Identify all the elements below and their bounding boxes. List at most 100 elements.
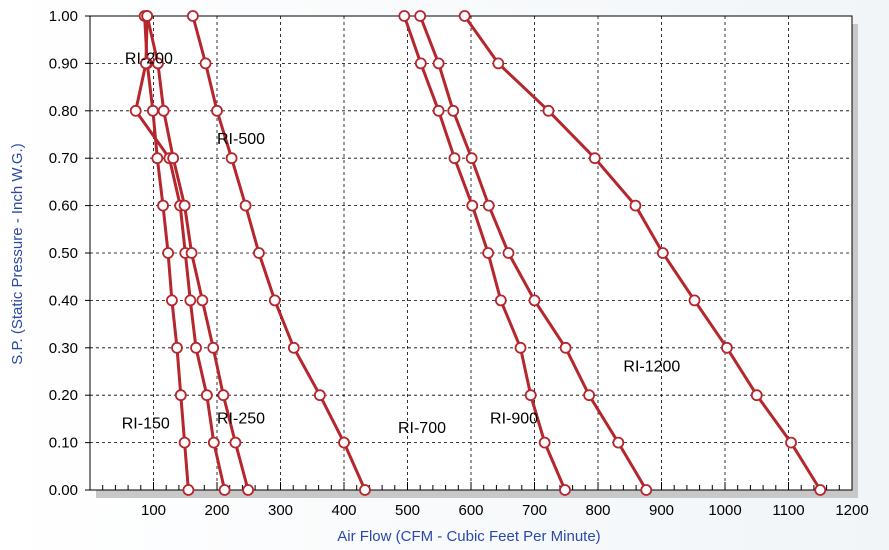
- data-point-ri-150: [146, 104, 159, 117]
- y-tick-label: 1.00: [49, 8, 78, 25]
- data-point-ri-700: [494, 294, 507, 307]
- series-label-ri-1200: RI-1200: [623, 359, 680, 376]
- data-point-ri-1200: [785, 436, 797, 449]
- data-point-ri-200: [139, 57, 152, 70]
- annotation-layer: RI-200 RI-500 RI-150 RI-250 RI-700 RI-900 RI-1…: [122, 50, 681, 437]
- data-point-ri-1200: [750, 389, 763, 402]
- x-tick-label: 700: [522, 502, 547, 519]
- y-tick-label: 0.00: [49, 482, 78, 499]
- data-point-ri-900: [447, 104, 460, 117]
- data-point-ri-1200: [656, 247, 669, 259]
- data-point-ri-700: [514, 341, 527, 354]
- plot-frame: [89, 15, 858, 498]
- series-label-ri-250: RI-250: [217, 411, 265, 428]
- data-point-ri-700: [466, 199, 479, 212]
- x-tick-label: 1100: [772, 502, 804, 519]
- data-point-ri-500: [253, 247, 265, 259]
- x-tick-label: 500: [395, 502, 420, 519]
- data-point-ri-150: [151, 152, 164, 165]
- data-point-ri-250: [185, 247, 198, 259]
- data-point-ri-700: [432, 104, 445, 117]
- y-tick-labels: 0.00 0.10 0.20 0.30 0.40 0.50 0.60 0.70 0.80 0.90…: [49, 8, 78, 499]
- data-point-ri-900: [414, 10, 427, 22]
- data-point-ri-1200: [492, 57, 505, 70]
- data-point-ri-250: [167, 152, 180, 165]
- y-tick-label: 0.70: [49, 150, 78, 167]
- series-layer: [129, 10, 827, 496]
- data-point-ri-150: [178, 436, 191, 449]
- data-point-ri-700: [414, 57, 427, 70]
- data-point-ri-150: [174, 389, 187, 402]
- x-tick-label: 900: [649, 502, 674, 519]
- data-point-ri-200: [218, 484, 231, 496]
- x-tick-label: 800: [585, 502, 610, 519]
- data-point-ri-1200: [721, 341, 733, 354]
- y-tick-label: 0.60: [49, 198, 78, 215]
- y-tick-label: 0.30: [49, 340, 78, 357]
- data-point-ri-500: [268, 294, 281, 307]
- x-tick-label: 1000: [708, 502, 741, 519]
- data-point-ri-500: [338, 436, 350, 449]
- data-point-ri-250: [141, 10, 154, 22]
- series-ri-150: [138, 10, 195, 496]
- x-tick-label: 400: [331, 502, 356, 519]
- data-point-ri-250: [207, 341, 220, 354]
- data-point-ri-900: [528, 294, 541, 307]
- data-point-ri-700: [398, 10, 411, 22]
- data-point-ri-900: [640, 484, 653, 496]
- x-tick-label: 100: [141, 502, 166, 519]
- x-tick-label: 300: [268, 502, 293, 519]
- data-point-ri-1200: [629, 199, 642, 212]
- x-axis-title: Air Flow (CFM - Cubic Feet Per Minute): [337, 528, 600, 545]
- data-point-ri-1200: [542, 104, 555, 117]
- data-point-ri-250: [152, 57, 164, 70]
- data-point-ri-700: [538, 436, 551, 449]
- data-point-ri-500: [313, 389, 326, 402]
- data-point-ri-250: [178, 199, 191, 212]
- y-tick-label: 0.90: [49, 55, 78, 72]
- data-point-ri-900: [502, 247, 515, 259]
- data-point-ri-1200: [588, 152, 601, 165]
- x-tick-label: 600: [458, 502, 483, 519]
- data-point-ri-200: [200, 389, 213, 402]
- data-point-ri-500: [199, 57, 212, 70]
- data-point-ri-200: [129, 104, 142, 117]
- data-point-ri-250: [196, 294, 209, 307]
- data-point-ri-500: [239, 199, 252, 212]
- data-point-ri-250: [229, 436, 242, 449]
- series-ri-500: [186, 10, 371, 496]
- data-point-ri-250: [157, 104, 170, 117]
- data-point-ri-500: [211, 104, 223, 117]
- series-label-ri-500: RI-500: [217, 131, 265, 148]
- data-point-ri-900: [465, 152, 478, 165]
- data-point-ri-500: [225, 152, 238, 165]
- data-point-ri-1200: [458, 10, 471, 22]
- x-tick-label: 200: [204, 502, 229, 519]
- data-point-ri-250: [242, 484, 255, 496]
- series-label-ri-200: RI-200: [125, 50, 173, 67]
- data-point-ri-200: [190, 341, 202, 354]
- series-ri-250: [141, 10, 255, 496]
- x-tick-labels: 100 200 300 400 500 600 700 800 900 1000 1100 1200: [141, 502, 869, 519]
- data-point-ri-250: [217, 389, 230, 402]
- data-point-ri-500: [287, 341, 300, 354]
- grid: [90, 16, 852, 490]
- y-tick-label: 0.80: [49, 103, 78, 120]
- series-ri-700: [398, 10, 571, 496]
- series-ri-900: [414, 10, 653, 496]
- data-point-ri-150: [182, 484, 195, 496]
- y-tick-label: 0.40: [49, 292, 78, 309]
- data-point-ri-700: [482, 247, 495, 259]
- data-point-ri-200: [207, 436, 220, 449]
- x-tick-label: 1200: [835, 502, 868, 519]
- data-point-ri-700: [524, 389, 537, 402]
- data-point-ri-700: [448, 152, 461, 165]
- data-point-ri-900: [559, 341, 572, 354]
- data-point-ri-150: [157, 199, 169, 212]
- minor-ticks: [85, 15, 840, 491]
- series-label-ri-700: RI-700: [398, 420, 446, 437]
- y-axis-title: S.P. (Static Pressure - Inch W.G.): [9, 143, 26, 364]
- data-point-ri-200: [184, 294, 197, 307]
- data-point-ri-1200: [688, 294, 701, 307]
